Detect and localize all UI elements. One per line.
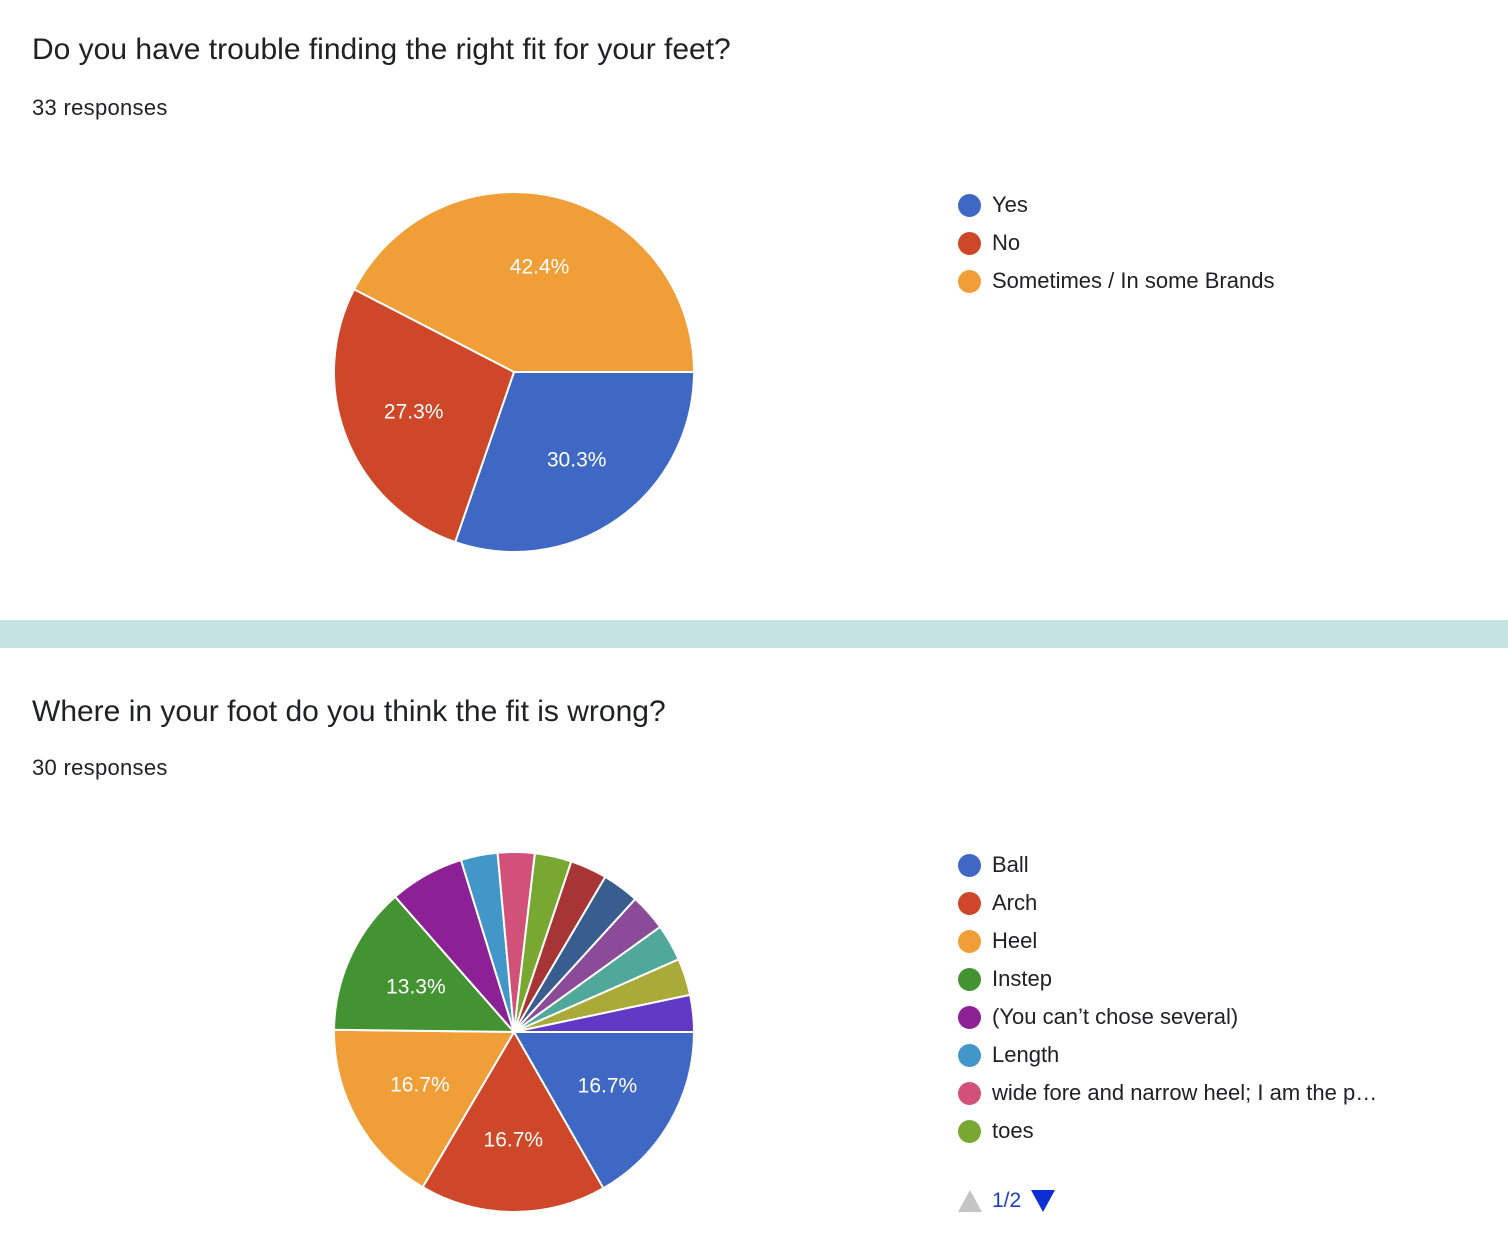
legend-label: Arch <box>992 890 1038 915</box>
legend-item-ball[interactable]: Ball <box>958 846 1377 884</box>
legend-label: toes <box>992 1118 1034 1143</box>
slice-percent-label: 16.7% <box>390 1074 450 1097</box>
pie-slice-ball[interactable] <box>512 1031 696 1190</box>
legend-label: Sometimes / In some Brands <box>992 268 1275 293</box>
legend-swatch-icon <box>958 967 981 991</box>
pie-chart-fit-location: 16.7% 16.7% 16.7% 13.3% <box>333 851 696 1213</box>
legend-label: Instep <box>992 966 1052 991</box>
legend-item-yes[interactable]: Yes <box>958 186 1274 224</box>
legend-swatch-icon <box>958 269 981 293</box>
legend-swatch-icon <box>958 1119 981 1143</box>
legend-item-length[interactable]: Length <box>958 1036 1377 1074</box>
pie-slice-arch[interactable] <box>421 1030 605 1213</box>
legend-label: Ball <box>992 852 1029 877</box>
legend-swatch-icon <box>958 1081 981 1105</box>
response-count: 33 responses <box>32 95 168 120</box>
pie-slice-instep[interactable] <box>333 895 517 1034</box>
legend-swatch-icon <box>958 891 981 915</box>
legend-label: wide fore and narrow heel; I am the p… <box>992 1080 1378 1105</box>
slice-percent-label: 30.3% <box>547 448 607 471</box>
question-title: Where in your foot do you think the fit … <box>32 695 666 728</box>
legend-swatch-icon <box>958 231 981 255</box>
legend-swatch-icon <box>958 929 981 953</box>
legend-label: Yes <box>992 192 1028 217</box>
pie-slice-no[interactable] <box>333 287 516 544</box>
legend-label: Length <box>992 1042 1060 1067</box>
pie-slice-item-13[interactable] <box>513 993 696 1033</box>
legend-item-no[interactable]: No <box>958 224 1274 262</box>
legend-item-toes[interactable]: toes <box>958 1112 1377 1150</box>
legend-item-arch[interactable]: Arch <box>958 884 1377 922</box>
pie-slice-yes[interactable] <box>453 371 696 553</box>
triangle-up-icon[interactable] <box>958 1190 982 1212</box>
legend-label: (You can’t chose several) <box>992 1004 1239 1029</box>
slice-percent-label: 42.4% <box>510 256 570 279</box>
legend-label: No <box>992 230 1021 255</box>
legend-label: Heel <box>992 928 1038 953</box>
legend-swatch-icon <box>958 1043 981 1067</box>
legend-item-instep[interactable]: Instep <box>958 960 1377 998</box>
pie-slice-sometimes-in-some-brands[interactable] <box>352 191 696 373</box>
legend-swatch-icon <box>958 193 981 217</box>
pie-slice-heel[interactable] <box>333 1028 516 1189</box>
slice-percent-label: 13.3% <box>386 975 446 998</box>
legend-item-you-can-t-chose-several[interactable]: (You can’t chose several) <box>958 998 1377 1036</box>
page-indicator: 1/2 <box>992 1189 1022 1212</box>
legend-pager: 1/2 <box>958 1186 1056 1216</box>
triangle-down-icon[interactable] <box>1031 1190 1056 1212</box>
legend-item-wide-fore-and-narrow-heel-i-am-the-p[interactable]: wide fore and narrow heel; I am the p… <box>958 1074 1377 1112</box>
legend-swatch-icon <box>958 853 981 877</box>
section-divider <box>0 620 1508 648</box>
pie-chart-fit-trouble: 30.3% 27.3% 42.4% <box>333 191 696 553</box>
question-card-fit-trouble: Do you have trouble finding the right fi… <box>0 0 1508 620</box>
slice-percent-label: 27.3% <box>384 401 444 424</box>
question-title: Do you have trouble finding the right fi… <box>32 33 731 66</box>
chart-legend: Yes No Sometimes / In some Brands <box>958 186 1274 300</box>
legend-swatch-icon <box>958 1005 981 1029</box>
legend-item-heel[interactable]: Heel <box>958 922 1377 960</box>
chart-legend: Ball Arch Heel Instep (You can’t chose sever… <box>958 846 1377 1150</box>
legend-item-sometimes-in-some-brands[interactable]: Sometimes / In some Brands <box>958 262 1274 300</box>
response-count: 30 responses <box>32 755 168 780</box>
question-card-fit-location: Where in your foot do you think the fit … <box>0 648 1508 1260</box>
slice-percent-label: 16.7% <box>484 1128 544 1151</box>
slice-percent-label: 16.7% <box>578 1075 638 1098</box>
